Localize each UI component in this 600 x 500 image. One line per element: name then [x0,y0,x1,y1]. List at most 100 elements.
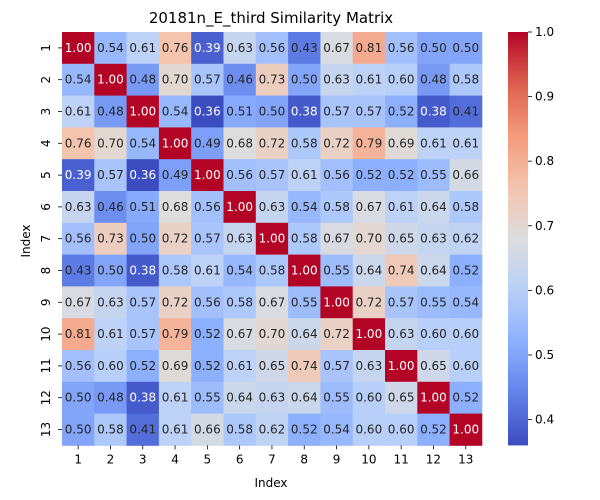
cell-value-label: 0.57 [97,168,124,182]
cell-value-label: 0.56 [226,168,253,182]
heatmap-cell [223,318,257,351]
cell-value-label: 0.60 [97,359,124,373]
cell-value-label: 0.60 [388,423,415,437]
cell-value-label: 1.00 [420,391,447,405]
heatmap-cell [126,286,160,319]
heatmap-cell [62,254,95,287]
heatmap-cell [417,350,450,383]
heatmap-cell [352,381,386,414]
heatmap-cell [449,413,483,446]
cell-value-label: 1.00 [291,264,318,278]
cell-value-label: 0.48 [420,73,447,87]
cell-value-label: 0.61 [355,73,382,87]
y-tick-label: 2 [39,76,53,84]
heatmap-cell [288,318,321,351]
cell-value-label: 0.56 [388,41,415,55]
cell-value-label: 0.36 [194,105,221,119]
heatmap-cell [223,254,257,287]
colorbar-tick-label: 0.5 [535,348,554,362]
cell-value-label: 0.67 [323,41,350,55]
cell-value-label: 0.50 [65,391,92,405]
heatmap-cell [223,222,257,255]
heatmap-cell [449,254,483,287]
cell-value-label: 0.56 [65,359,92,373]
heatmap-cell [223,63,257,96]
cell-value-label: 1.00 [65,41,92,55]
cell-value-label: 0.36 [129,168,156,182]
x-tick-label: 5 [204,452,212,466]
heatmap-cell [158,159,192,192]
cell-value-label: 0.54 [65,73,92,87]
cell-value-label: 0.74 [388,264,415,278]
cell-value-label: 0.69 [388,136,415,150]
colorbar-gradient [508,32,528,446]
heatmap-cell [191,95,224,128]
heatmap-cell [126,413,160,446]
cell-value-label: 0.39 [194,41,221,55]
heatmap-cell [352,63,386,96]
heatmap-cell [62,95,95,128]
heatmap-cell [320,191,354,224]
heatmap-cell [158,222,192,255]
cell-value-label: 0.63 [259,391,286,405]
heatmap-cell [288,159,321,192]
y-tick-label: 13 [39,422,53,437]
cell-value-label: 0.54 [291,200,318,214]
cell-value-label: 0.62 [259,423,286,437]
heatmap-cell [94,254,127,287]
cell-value-label: 0.65 [259,359,286,373]
cell-value-label: 0.61 [226,359,253,373]
heatmap-cell [94,222,127,255]
heatmap-cell [191,127,224,160]
cell-value-label: 0.58 [259,264,286,278]
heatmap-cell [288,254,321,287]
cell-value-label: 0.63 [388,327,415,341]
heatmap-cell [255,318,289,351]
cell-value-label: 0.51 [226,105,253,119]
cell-value-label: 0.49 [162,168,189,182]
y-tick-label: 6 [39,203,53,211]
cell-value-label: 0.57 [194,232,221,246]
heatmap-cell [320,159,354,192]
cell-value-label: 0.52 [355,168,382,182]
heatmap-cell [191,32,224,65]
heatmap-cell [94,413,127,446]
cell-value-label: 0.50 [259,105,286,119]
cell-value-label: 0.63 [259,200,286,214]
heatmap-cell [288,222,321,255]
cell-value-label: 0.72 [162,295,189,309]
cell-value-label: 0.73 [97,232,124,246]
heatmap-cell [288,381,321,414]
cell-value-label: 0.58 [452,73,479,87]
cell-value-label: 0.55 [323,264,350,278]
heatmap-cell [320,32,354,65]
cell-value-label: 0.61 [388,200,415,214]
heatmap-cell [126,381,160,414]
cell-value-label: 0.57 [323,105,350,119]
heatmap-cell [62,191,95,224]
heatmap-cell [385,63,418,96]
heatmap-cell [320,63,354,96]
cell-value-label: 0.67 [259,295,286,309]
cell-value-label: 0.67 [226,327,253,341]
heatmap-cell [449,63,483,96]
heatmap-cell [191,222,224,255]
cell-value-label: 0.58 [291,136,318,150]
cell-value-label: 0.52 [291,423,318,437]
heatmap-cell [352,127,386,160]
cell-value-label: 0.58 [452,200,479,214]
cell-value-label: 0.38 [420,105,447,119]
cell-value-label: 0.56 [194,295,221,309]
heatmap-cell [449,191,483,224]
x-tick-label: 2 [107,452,115,466]
heatmap-cell [62,63,95,96]
heatmap-cell [94,95,127,128]
heatmap-cell [320,350,354,383]
cell-value-label: 0.52 [194,327,221,341]
cell-value-label: 0.58 [162,264,189,278]
heatmap-cell [158,350,192,383]
heatmap-cell [385,222,418,255]
y-tick-label: 8 [39,267,53,275]
heatmap-cell [158,381,192,414]
colorbar-tick-label: 0.8 [535,154,554,168]
